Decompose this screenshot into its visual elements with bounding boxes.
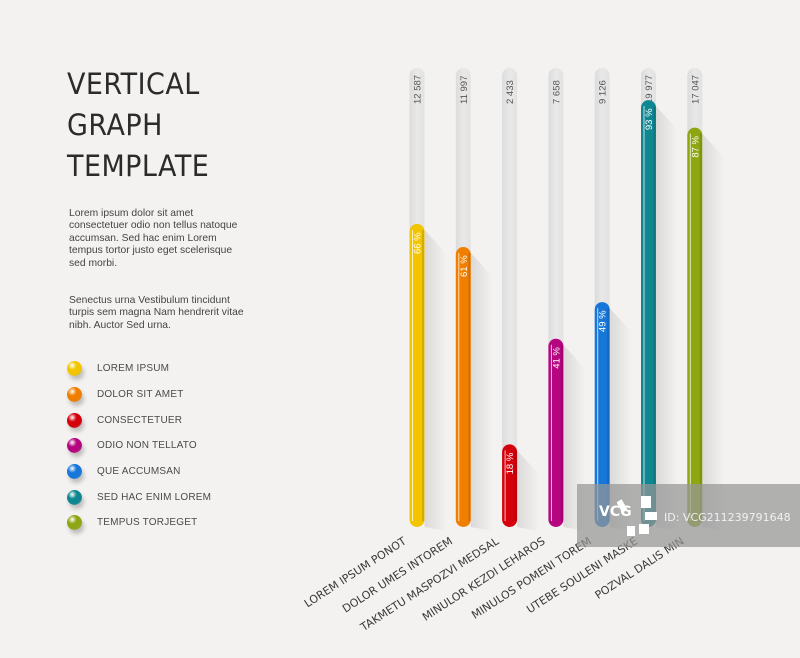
title-line-2: GRAPH xyxy=(67,108,163,142)
legend-ball-icon xyxy=(67,361,82,377)
legend-label: TEMPUS TORJEGET xyxy=(97,517,198,529)
bar xyxy=(641,100,656,527)
legend-item: ODIO NON TELLATO xyxy=(67,433,211,459)
chart-legend: LOREM IPSUM DOLOR SIT AMET CONSECTETUER … xyxy=(67,356,211,536)
bar-track xyxy=(502,68,518,527)
bar-percent-label: 18 % xyxy=(505,452,516,474)
title-line-1: VERTICAL xyxy=(67,67,200,101)
legend-item: CONSECTETUER xyxy=(67,407,211,433)
bar-total-label: 2 433 xyxy=(505,80,516,104)
bar-total-label: 11 997 xyxy=(459,76,470,104)
bar-total-label: 17 047 xyxy=(690,75,701,104)
legend-label: QUE ACCUMSAN xyxy=(97,466,181,478)
bar-percent-label: 66 % xyxy=(413,232,424,254)
description-paragraph-1: Lorem ipsum dolor sit amet consectetuer … xyxy=(69,208,238,269)
bar-percent-label: 49 % xyxy=(598,310,609,332)
watermark-overlay: VCG ID: VCG211239791648 xyxy=(577,484,800,547)
description-paragraph-2: Senectus urna Vestibulum tincidunt turpi… xyxy=(69,295,244,331)
bar-percent-label: 87 % xyxy=(690,135,701,157)
legend-item: QUE ACCUMSAN xyxy=(67,459,211,485)
bar-shadow xyxy=(656,106,678,531)
bar-total-label: 19 977 xyxy=(644,75,655,104)
bar-percent-label: 93 % xyxy=(644,108,655,130)
bar-shadow xyxy=(609,308,632,531)
bar xyxy=(594,302,610,527)
legend-label: CONSECTETUER xyxy=(97,414,183,426)
legend-item: TEMPUS TORJEGET xyxy=(67,510,211,536)
legend-label: DOLOR SIT AMET xyxy=(97,389,184,401)
bar-percent-label: 41 % xyxy=(551,347,562,369)
legend-label: LOREM IPSUM xyxy=(97,363,170,375)
bar-shadow xyxy=(424,230,447,531)
legend-label: ODIO NON TELLATO xyxy=(97,440,197,452)
bar xyxy=(455,247,471,527)
legend-item: LOREM IPSUM xyxy=(67,356,211,382)
watermark-id: ID: VCG211239791648 xyxy=(664,511,791,524)
bar-shadow xyxy=(517,450,540,531)
title-line-3: TEMPLATE xyxy=(67,149,210,183)
bar xyxy=(548,338,564,527)
legend-ball-icon xyxy=(67,412,82,428)
legend-label: SED HAC ENIM LOREM xyxy=(97,491,212,503)
legend-item: SED HAC ENIM LOREM xyxy=(67,484,211,510)
bar-percent-label: 61 % xyxy=(459,255,470,277)
bar-shadow xyxy=(702,133,725,532)
legend-item: DOLOR SIT AMET xyxy=(67,382,211,408)
legend-ball-icon xyxy=(67,387,82,403)
bar xyxy=(502,444,518,527)
legend-ball-icon xyxy=(67,464,82,480)
legend-ball-icon xyxy=(67,489,82,505)
bar-total-label: 12 587 xyxy=(413,75,424,104)
bar xyxy=(409,224,425,527)
watermark-burst-icon xyxy=(617,496,657,536)
bar-total-label: 7 658 xyxy=(551,80,562,104)
bar-total-label: 9 126 xyxy=(598,80,609,104)
bar-shadow xyxy=(470,253,493,531)
legend-ball-icon xyxy=(67,438,82,454)
page-title: VERTICAL GRAPH TEMPLATE xyxy=(67,64,209,187)
bar xyxy=(687,127,703,528)
legend-ball-icon xyxy=(67,515,82,531)
